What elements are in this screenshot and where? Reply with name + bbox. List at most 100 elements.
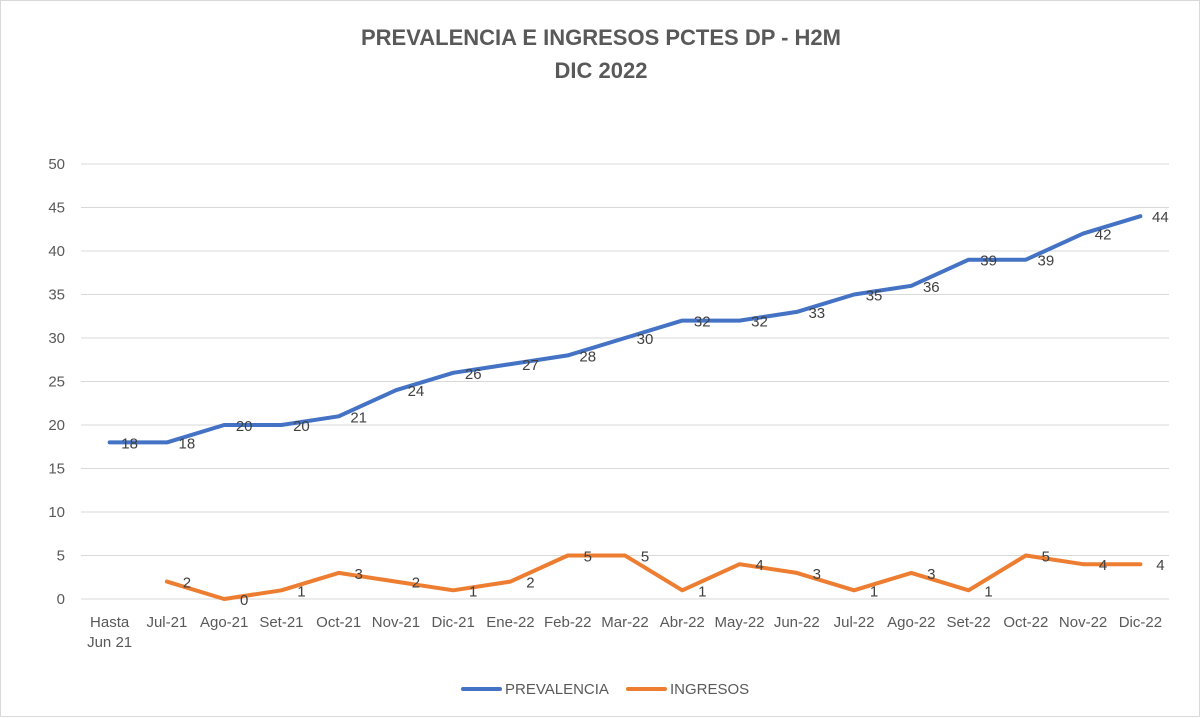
x-tick-label-line: Nov-21: [372, 614, 420, 631]
data-label-ingresos: 4: [1156, 557, 1164, 574]
x-tick-label-line: Jul-22: [834, 614, 875, 631]
chart-title-line-1: PREVALENCIA E INGRESOS PCTES DP - H2M: [361, 25, 841, 50]
data-label-ingresos: 5: [641, 549, 649, 566]
series-lines: [107, 214, 1143, 601]
x-tick-label-line: May-22: [715, 614, 765, 631]
data-label-prevalencia: 30: [637, 331, 654, 348]
gridlines: [81, 163, 1169, 600]
data-label-prevalencia: 21: [350, 409, 367, 426]
x-tick-label: Set-21: [259, 614, 303, 631]
data-label-prevalencia: 32: [751, 314, 768, 331]
data-label-prevalencia: 39: [1037, 253, 1054, 270]
data-label-prevalencia: 18: [179, 435, 196, 452]
x-axis: Hasta Jun 21 Jul-21 Ago-21 Set-21 Oct-21 Nov-2…: [87, 614, 1162, 651]
data-label-prevalencia: 39: [980, 253, 997, 270]
x-tick-label-line: Nov-22: [1059, 614, 1107, 631]
y-tick-label: 5: [57, 548, 65, 565]
x-tick-label-line: Jun-22: [774, 614, 820, 631]
data-label-prevalencia: 24: [408, 383, 425, 400]
data-label-ingresos: 1: [469, 583, 477, 600]
y-tick-label: 25: [48, 374, 65, 391]
x-tick-label: Nov-21: [372, 614, 420, 631]
x-tick-label-line: Hasta: [90, 614, 130, 631]
data-label-ingresos: 2: [183, 575, 191, 592]
x-tick-label-line: Jun 21: [87, 634, 132, 651]
y-tick-label: 20: [48, 417, 65, 434]
data-label-prevalencia: 33: [808, 305, 825, 322]
data-label-prevalencia: 32: [694, 314, 711, 331]
data-label-ingresos: 3: [355, 566, 363, 583]
y-tick-label: 45: [48, 200, 65, 217]
x-tick-label-line: Feb-22: [544, 614, 592, 631]
x-tick-label-line: Set-22: [946, 614, 990, 631]
y-tick-label: 50: [48, 156, 65, 173]
x-tick-label: Jun-22: [774, 614, 820, 631]
data-label-prevalencia: 42: [1095, 227, 1112, 244]
x-tick-label: Feb-22: [544, 614, 592, 631]
data-label-ingresos: 4: [1099, 557, 1107, 574]
x-tick-label-line: Ene-22: [486, 614, 534, 631]
data-label-prevalencia: 28: [579, 348, 596, 365]
x-tick-label-line: Mar-22: [601, 614, 649, 631]
x-tick-label-line: Oct-21: [316, 614, 361, 631]
x-tick-label-line: Jul-21: [146, 614, 187, 631]
y-tick-label: 30: [48, 330, 65, 347]
data-label-prevalencia: 36: [923, 279, 940, 296]
data-label-ingresos: 1: [297, 583, 305, 600]
y-tick-label: 40: [48, 243, 65, 260]
x-tick-label-line: Dic-21: [432, 614, 475, 631]
data-label-prevalencia: 27: [522, 357, 539, 374]
data-label-ingresos: 1: [870, 583, 878, 600]
y-tick-label: 15: [48, 461, 65, 478]
legend: PREVALENCIA INGRESOS: [461, 681, 749, 698]
chart-title-line-2: DIC 2022: [555, 58, 648, 83]
x-tick-label: Oct-22: [1003, 614, 1048, 631]
x-tick-label-line: Oct-22: [1003, 614, 1048, 631]
x-tick-label: Dic-22: [1119, 614, 1162, 631]
y-axis: 0 5 10 15 20 25 30 35 40 45 50: [48, 156, 65, 608]
x-tick-label-line: Ago-21: [200, 614, 248, 631]
legend-label-ingresos: INGRESOS: [670, 681, 749, 698]
data-label-ingresos: 2: [412, 575, 420, 592]
x-tick-label-line: Abr-22: [660, 614, 705, 631]
x-tick-label: Nov-22: [1059, 614, 1107, 631]
data-label-prevalencia: 26: [465, 366, 482, 383]
x-tick-label: Jul-21: [146, 614, 187, 631]
x-tick-label-line: Set-21: [259, 614, 303, 631]
data-label-prevalencia: 20: [236, 418, 253, 435]
x-tick-label: Dic-21: [432, 614, 475, 631]
data-label-ingresos: 2: [526, 575, 534, 592]
y-tick-label: 0: [57, 591, 65, 608]
data-label-ingresos: 0: [240, 592, 248, 609]
data-label-prevalencia: 35: [866, 288, 883, 305]
x-tick-label: May-22: [715, 614, 765, 631]
x-tick-label: Hasta Jun 21: [87, 614, 132, 651]
y-tick-label: 10: [48, 504, 65, 521]
data-label-ingresos: 3: [927, 566, 935, 583]
series-line-ingresos: [164, 553, 1143, 601]
data-label-ingresos: 4: [755, 557, 763, 574]
x-tick-label: Abr-22: [660, 614, 705, 631]
data-label-ingresos: 1: [984, 583, 992, 600]
data-label-prevalencia: 18: [121, 435, 138, 452]
data-label-ingresos: 1: [698, 583, 706, 600]
x-tick-label: Ago-22: [887, 614, 935, 631]
data-label-prevalencia: 44: [1152, 209, 1169, 226]
x-tick-label: Ago-21: [200, 614, 248, 631]
x-tick-label: Ene-22: [486, 614, 534, 631]
x-tick-label: Set-22: [946, 614, 990, 631]
x-tick-label-line: Dic-22: [1119, 614, 1162, 631]
x-tick-label: Mar-22: [601, 614, 649, 631]
x-tick-label: Jul-22: [834, 614, 875, 631]
y-tick-label: 35: [48, 287, 65, 304]
data-label-ingresos: 3: [813, 566, 821, 583]
x-tick-label-line: Ago-22: [887, 614, 935, 631]
legend-label-prevalencia: PREVALENCIA: [505, 681, 609, 698]
chart-title: PREVALENCIA E INGRESOS PCTES DP - H2M DI…: [361, 25, 841, 83]
series-line-prevalencia: [107, 214, 1143, 445]
data-label-prevalencia: 20: [293, 418, 310, 435]
x-tick-label: Oct-21: [316, 614, 361, 631]
